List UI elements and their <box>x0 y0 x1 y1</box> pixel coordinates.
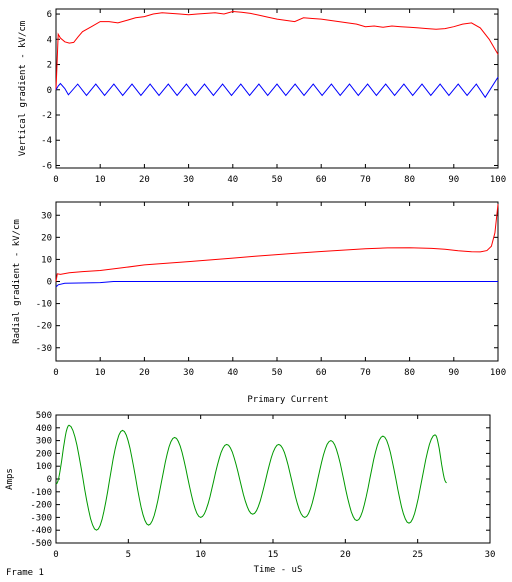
y-tick-label: 10 <box>41 255 52 265</box>
x-tick-label: 20 <box>139 368 150 378</box>
y-axis-label: Amps <box>5 468 15 490</box>
primary-current-chart: 0 5 10 15 20 25 30 -500 -400 -300 -200 -100 0 100 200 3… <box>5 395 495 575</box>
series-line-red <box>55 10 499 90</box>
y-tick-label: 0 <box>47 278 52 288</box>
x-tick-label: 30 <box>183 368 194 378</box>
y-tick-label: 200 <box>36 449 52 459</box>
x-tick-label: 80 <box>404 175 415 185</box>
series-line-blue <box>55 76 499 99</box>
y-tick-label: 2 <box>47 61 52 71</box>
plot-frame <box>55 8 499 169</box>
x-tick-label: 0 <box>53 550 58 560</box>
x-tick-label: 15 <box>268 550 279 560</box>
y-tick-label: 500 <box>36 411 52 421</box>
x-tick-label: 10 <box>95 175 106 185</box>
y-tick-label: 0 <box>47 86 52 96</box>
x-tick-label: 0 <box>53 368 58 378</box>
y-tick-label: -6 <box>41 161 52 171</box>
x-tick-label: 80 <box>404 368 415 378</box>
x-axis-label: Time - uS <box>254 565 303 575</box>
y-tick-label: -10 <box>36 300 52 310</box>
frame-label: Frame 1 <box>6 568 44 578</box>
radial-gradient-chart: 0 10 20 30 40 50 60 70 80 90 100 -30 -20 -10 0 10 20 30 Ra… <box>12 201 506 378</box>
x-tick-label: 10 <box>95 368 106 378</box>
x-tick-label: 60 <box>316 368 327 378</box>
y-tick-label: 400 <box>36 424 52 434</box>
y-tick-label: 300 <box>36 437 52 447</box>
series-line-blue <box>55 281 498 288</box>
x-tick-label: 20 <box>340 550 351 560</box>
series-line-red <box>55 204 499 282</box>
x-tick-label: 0 <box>53 175 58 185</box>
x-tick-label: 70 <box>360 175 371 185</box>
x-tick-label: 10 <box>195 550 206 560</box>
x-tick-label: 50 <box>272 175 283 185</box>
x-tick-label: 5 <box>126 550 131 560</box>
x-tick-label: 90 <box>448 175 459 185</box>
x-tick-label: 60 <box>316 175 327 185</box>
plot-frame <box>55 414 491 544</box>
y-tick-label: 100 <box>36 462 52 472</box>
y-tick-label: 20 <box>41 233 52 243</box>
x-tick-label: 100 <box>490 175 506 185</box>
y-tick-label: -30 <box>36 344 52 354</box>
y-tick-label: 6 <box>47 10 52 20</box>
y-tick-label: -20 <box>36 322 52 332</box>
vertical-gradient-chart: 0 10 20 30 40 50 60 70 80 90 100 -6 -4 -2 0 2 4 6 Vertical… <box>18 8 506 185</box>
y-tick-label: 0 <box>47 475 52 485</box>
y-tick-label: -100 <box>30 488 52 498</box>
y-axis-label: Radial gradient - kV/cm <box>12 219 22 344</box>
y-tick-label: -2 <box>41 111 52 121</box>
x-tick-label: 90 <box>448 368 459 378</box>
x-tick-label: 100 <box>490 368 506 378</box>
y-axis-label: Vertical gradient - kV/cm <box>18 21 28 156</box>
y-tick-label: -400 <box>30 526 52 536</box>
y-tick-label: 4 <box>47 35 52 45</box>
x-tick-label: 40 <box>227 175 238 185</box>
x-tick-label: 70 <box>360 368 371 378</box>
y-tick-label: -500 <box>30 539 52 549</box>
x-tick-label: 50 <box>272 368 283 378</box>
x-tick-label: 30 <box>183 175 194 185</box>
chart-title: Primary Current <box>247 395 328 405</box>
x-tick-label: 20 <box>139 175 150 185</box>
series-line-green <box>55 424 447 531</box>
y-tick-label: -300 <box>30 513 52 523</box>
x-tick-label: 40 <box>227 368 238 378</box>
y-tick-label: -200 <box>30 501 52 511</box>
y-tick-label: -4 <box>41 136 52 146</box>
x-tick-label: 30 <box>485 550 496 560</box>
x-tick-label: 25 <box>412 550 423 560</box>
y-tick-label: 30 <box>41 211 52 221</box>
